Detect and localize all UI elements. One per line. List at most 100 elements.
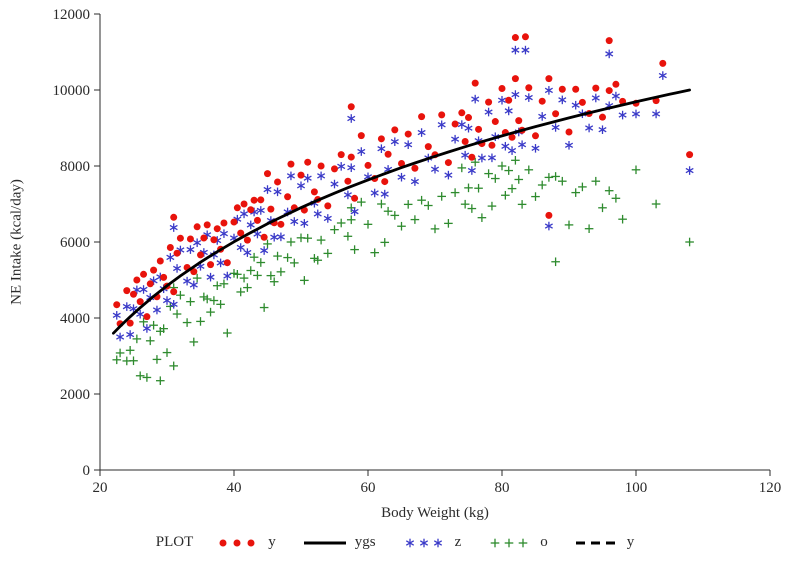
data-point [150,266,158,274]
data-point [538,112,547,121]
data-point [162,348,172,357]
data-point [451,120,459,128]
data-point [491,118,499,126]
data-point [351,194,359,202]
data-point [404,140,413,150]
data-point [304,158,312,166]
data-point [260,246,269,255]
data-point [488,141,496,149]
data-point [145,336,155,346]
data-point [260,233,268,241]
data-point [274,178,282,186]
data-point [323,214,332,223]
data-point [347,153,355,161]
data-point [247,206,255,214]
circle-sample-icon [219,539,255,546]
data-point [598,203,607,213]
data-point [196,317,205,326]
data-point [123,287,131,295]
data-point [651,199,661,209]
data-point [508,146,517,155]
data-point [189,337,199,347]
data-point [159,324,168,333]
data-point [247,539,255,546]
data-point [507,184,517,193]
data-point [343,232,353,241]
data-point [652,109,661,119]
data-point [433,538,442,547]
data-point [584,224,594,233]
data-point [176,234,184,242]
data-point [273,251,282,261]
data-point [605,87,613,95]
data-point [497,95,507,105]
y-tick-label: 10000 [53,83,91,99]
data-point [170,288,178,296]
data-point [130,290,137,298]
y-tick-label: 2000 [60,387,90,403]
data-point [357,132,365,140]
data-point [558,95,567,105]
data-point [290,217,299,226]
data-point [125,346,135,355]
data-point [169,361,178,371]
data-point [658,71,667,80]
data-point [485,98,493,106]
data-point [142,324,151,333]
data-point [470,157,480,167]
data-point [474,183,483,193]
data-point [524,93,533,102]
data-point [213,225,221,233]
data-point [571,188,580,197]
data-point [460,199,470,209]
data-point [172,309,182,319]
data-point [551,172,560,181]
data-point [398,160,405,168]
data-point [343,190,352,200]
data-point [380,238,390,247]
data-point [233,270,242,279]
data-point [219,539,227,546]
data-point [277,220,285,228]
data-point [132,334,142,344]
data-point [287,160,295,168]
x-axis-title: Body Weight (kg) [381,505,489,521]
data-point [544,221,553,231]
data-point [173,264,182,273]
data-point [410,215,420,224]
data-point [468,153,476,161]
data-point [381,178,389,186]
legend-swatch-plus [490,538,528,547]
data-point [317,171,326,181]
data-point [592,84,600,92]
data-point [169,300,178,309]
data-point [511,75,519,83]
data-point [444,159,452,167]
legend-swatch-asterisk [405,538,442,547]
data-point [223,271,232,281]
data-point [116,332,125,342]
data-point [253,216,261,224]
data-point [605,49,614,59]
data-point [237,229,245,237]
data-point [411,164,419,172]
data-point [491,174,500,183]
data-point [136,309,145,319]
data-point [250,196,258,204]
data-point [521,45,530,55]
data-point [383,206,393,216]
x-tick-label: 60 [361,480,376,496]
data-point [156,257,164,265]
x-tick-label: 100 [625,480,648,496]
data-point [418,113,426,121]
data-point [112,355,122,365]
data-point [189,280,198,290]
data-point [286,171,295,181]
data-point [631,165,641,175]
data-point [464,123,473,133]
data-point [504,538,514,547]
data-point [336,218,346,228]
data-point [461,137,469,145]
data-point [521,33,529,41]
data-point [142,373,152,382]
